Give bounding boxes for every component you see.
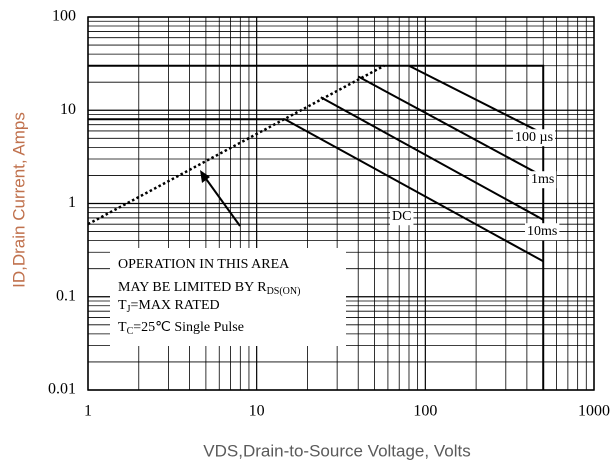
plot-frame [87,16,595,391]
y-tick-label: 1 [68,194,76,211]
annotation-segment: =MAX RATED [130,298,219,313]
label-background [390,208,414,226]
series-line [88,118,544,263]
arrow [203,175,241,227]
annotation-text: MAY BE LIMITED BY RDS(ON) [118,280,300,297]
x-tick-label: 1000 [578,403,610,420]
series-line [88,64,545,390]
label-background [529,171,557,189]
y-tick-label: 100 [52,8,76,25]
x-tick-label: 1 [84,403,92,420]
y-tick-label: 10 [60,101,76,118]
series-label: 1ms [531,172,554,187]
annotation-text: OPERATION IN THIS AREA [118,257,290,272]
subscript: C [127,326,134,337]
annotation-segment: T [118,298,127,313]
annotation-text: TJ=MAX RATED [118,298,220,315]
series-line [408,64,544,135]
arrow-head [200,170,210,183]
series-label: 100 µs [515,130,553,145]
annotation-segment: OPERATION IN THIS AREA [118,257,290,272]
y-tick-label: 0.01 [48,381,76,398]
lines [87,64,545,390]
x-tick-label: 10 [249,403,265,420]
x-axis-label: VDS,Drain-to-Source Voltage, Volts [203,441,470,460]
subscript: J [127,304,131,315]
subscript: DS(ON) [267,286,301,297]
annotation-segment: MAY BE LIMITED BY R [118,280,267,295]
x-tick-label: 100 [413,403,437,420]
label-background [525,223,560,241]
annotation-segment: =25℃ Single Pulse [133,320,244,335]
y-axis-label: ID,Drain Current, Amps [9,112,28,288]
annotation-segment: T [118,320,127,335]
annotation-text: TC=25℃ Single Pulse [118,320,244,337]
series-label: 10ms [527,224,557,239]
label-background [513,129,556,147]
series-line [357,75,544,178]
annotation-box [110,248,346,346]
series-label: DC [392,209,411,224]
series-line [87,64,385,226]
series-line [320,96,544,221]
annotation: OPERATION IN THIS AREA MAY BE LIMITED BY … [110,248,346,346]
y-tick-label: 0.1 [56,287,76,304]
